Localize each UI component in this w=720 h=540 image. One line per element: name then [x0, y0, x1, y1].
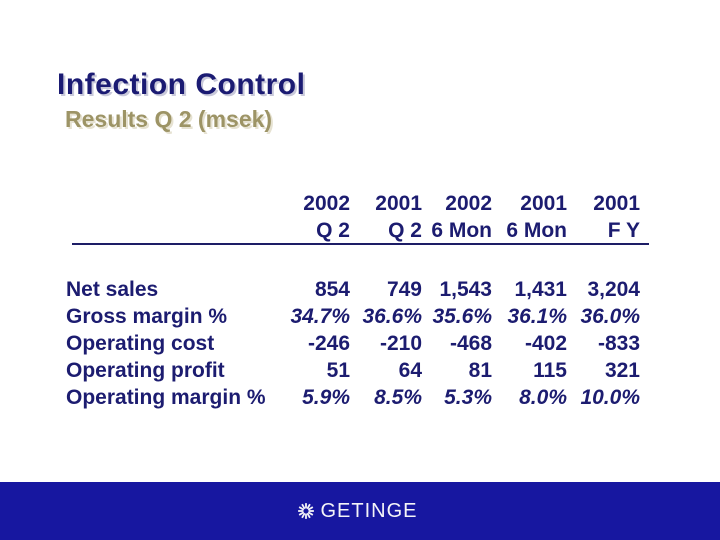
cell-value: -402 [524, 332, 567, 355]
table-row: Operating margin % 5.9% 8.5% 5.3% 8.0% 1… [66, 384, 640, 411]
cell-value: 35.6% [432, 305, 492, 328]
cell-value: -833 [597, 332, 640, 355]
spacer-cell [66, 244, 640, 276]
row-label: Gross margin % [66, 305, 228, 328]
table-row: Operating cost -246 -210 -468 -402 -833 [66, 330, 640, 357]
header-cell: 2001 [593, 192, 640, 215]
table-header-divider [72, 243, 649, 245]
cell-value: 1,431 [514, 278, 567, 301]
page-subtitle: Results Q 2 (msek) [65, 106, 273, 132]
header-cell: Q 2 [316, 219, 350, 242]
cell-value: -210 [379, 332, 422, 355]
table-header-row-year: 2002 2001 2002 2001 2001 [66, 190, 640, 217]
cell-value: 5.3% [444, 386, 492, 409]
cell-value: 36.6% [362, 305, 422, 328]
cell-value: 3,204 [587, 278, 640, 301]
header-cell: 2002 [445, 192, 492, 215]
getinge-logo: GETINGE [297, 500, 417, 523]
cell-value: 321 [604, 359, 640, 382]
cell-value: -468 [449, 332, 492, 355]
cell-value: 10.0% [580, 386, 640, 409]
header-cell: 6 Mon [506, 219, 567, 242]
cell-value: 5.9% [302, 386, 350, 409]
header-cell: 2001 [375, 192, 422, 215]
header-cell: 2002 [303, 192, 350, 215]
cell-value: 854 [314, 278, 350, 301]
cell-value: 749 [386, 278, 422, 301]
table-row: Operating profit 51 64 81 115 321 [66, 357, 640, 384]
cell-value: -246 [307, 332, 350, 355]
logo-text: GETINGE [320, 499, 418, 522]
header-cell-empty [66, 217, 276, 244]
table-row: Gross margin % 34.7% 36.6% 35.6% 36.1% 3… [66, 303, 640, 330]
header-cell: 6 Mon [431, 219, 492, 242]
footer-bar: GETINGE [0, 482, 720, 540]
table-header-row-period: Q 2 Q 2 6 Mon 6 Mon F Y [66, 217, 640, 244]
cell-value: 8.0% [519, 386, 567, 409]
cell-value: 36.0% [580, 305, 640, 328]
header-cell: Q 2 [388, 219, 422, 242]
cell-value: 115 [533, 359, 567, 382]
sunburst-icon [297, 502, 315, 520]
cell-value: 36.1% [507, 305, 567, 328]
header-cell-empty [66, 190, 276, 217]
cell-value: 8.5% [374, 386, 422, 409]
cell-value: 51 [326, 359, 350, 382]
header-cell: 2001 [520, 192, 567, 215]
header-cell: F Y [607, 219, 640, 242]
results-table: 2002 2001 2002 2001 2001 Q 2 Q 2 6 Mon 6… [66, 190, 640, 411]
row-label: Operating profit [66, 359, 225, 382]
cell-value: 64 [398, 359, 422, 382]
row-label: Net sales [66, 278, 159, 301]
spacer-row [66, 244, 640, 276]
cell-value: 1,543 [439, 278, 492, 301]
row-label: Operating cost [66, 332, 215, 355]
cell-value: 81 [468, 359, 492, 382]
page-title: Infection Control [57, 68, 306, 101]
cell-value: 34.7% [290, 305, 350, 328]
row-label: Operating margin % [66, 386, 266, 409]
table-row: Net sales 854 749 1,543 1,431 3,204 [66, 276, 640, 303]
